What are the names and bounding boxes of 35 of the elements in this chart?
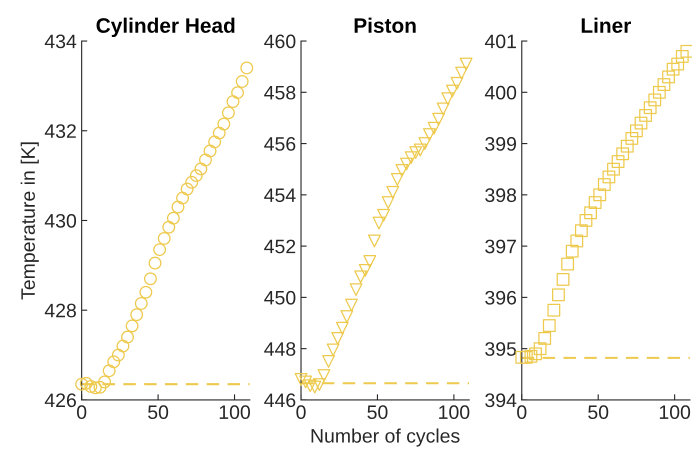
y-tick-label: 432 — [44, 124, 76, 138]
x-tick-label: 100 — [220, 405, 250, 420]
y-tick-label: 401 — [484, 34, 516, 48]
y-tick-label: 399 — [485, 137, 516, 151]
x-tick-label: 0 — [517, 405, 526, 420]
y-tick-label: 452 — [264, 240, 296, 254]
y-tick-label: 396 — [485, 290, 516, 305]
y-tick-label: 395 — [485, 342, 516, 356]
x-tick-label: 50 — [148, 405, 168, 420]
y-tick-label: 458 — [264, 86, 296, 100]
y-tick-label: 456 — [264, 137, 296, 151]
y-tick-label: 434 — [44, 34, 76, 48]
y-tick-label: 398 — [485, 188, 516, 202]
x-tick-label: 100 — [660, 405, 690, 420]
chart-title: Piston — [354, 18, 416, 33]
x-tick-label: 0 — [296, 405, 306, 420]
x-tick-label: 50 — [367, 405, 388, 420]
y-tick-label: 397 — [485, 240, 516, 254]
x-tick-label: 50 — [588, 405, 608, 420]
y-tick-label: 450 — [264, 290, 296, 305]
chart-title: Cylinder Head — [96, 18, 234, 38]
y-tick-label: 448 — [264, 342, 296, 356]
y-tick-label: 394 — [485, 393, 516, 408]
y-tick-label: 428 — [44, 304, 76, 318]
x-tick-label: 100 — [439, 405, 470, 420]
y-tick-label: 400 — [484, 86, 516, 100]
x-tick-label: 0 — [77, 405, 86, 420]
y-tick-label: 446 — [264, 393, 296, 408]
x-axis-title: Number of cycles — [312, 428, 460, 447]
y-tick-label: 460 — [264, 34, 296, 48]
y-tick-label: 426 — [44, 393, 76, 408]
y-tick-label: 454 — [264, 188, 296, 202]
y-tick-label: 430 — [44, 214, 76, 228]
chart-title: Liner — [582, 18, 631, 33]
y-axis-title: Temperature in [K] — [20, 142, 39, 300]
